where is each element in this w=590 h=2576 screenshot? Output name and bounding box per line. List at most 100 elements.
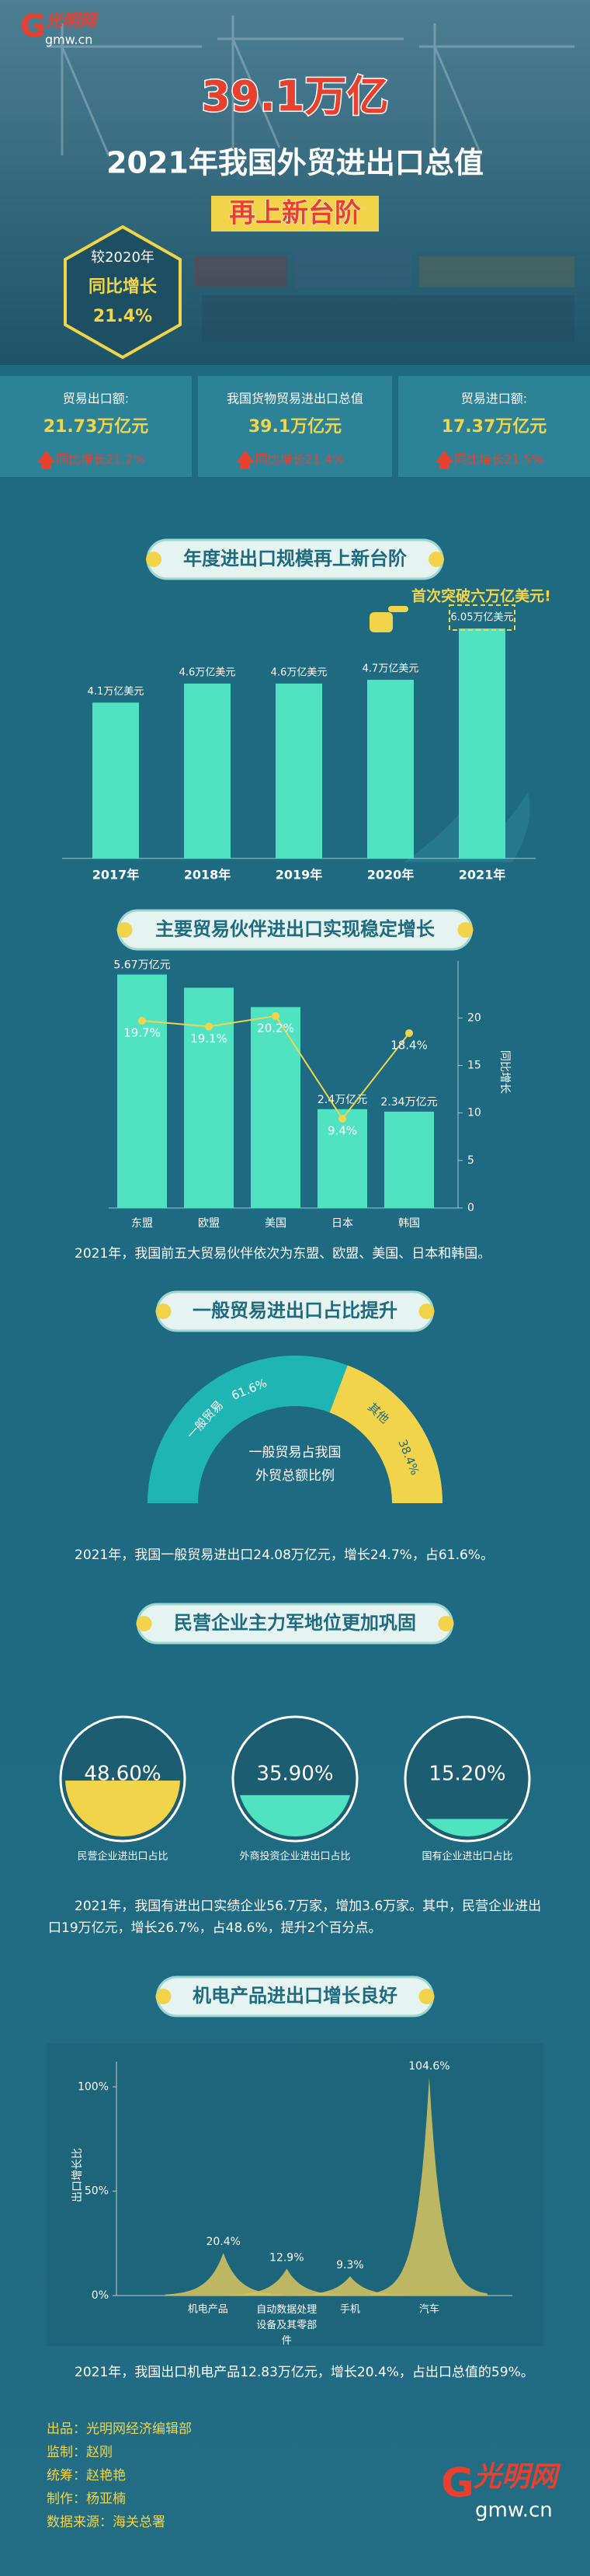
fill-level [238,1794,352,1836]
credit: 制作：杨亚楠 [47,2491,126,2507]
summary-label: 我国货物贸易进出口总值 [227,392,363,406]
up-arrow [435,451,454,469]
y2-tick-label: 15 [467,1060,481,1072]
logo-mark: 光明网 [44,12,99,31]
y2-tick-label: 0 [467,1202,474,1214]
highlight-box [449,604,515,631]
bar [184,987,234,1208]
line-point [138,1017,146,1025]
x-tick-label: 2017年 [92,868,140,882]
heading-dot [155,1989,172,2004]
badge-hexagon [64,225,182,360]
x-tick-label: 2020年 [367,868,415,882]
y-tick-label: 50% [85,2185,109,2198]
value-label: 20.2% [257,1021,294,1035]
peak [370,2076,488,2296]
line-point [338,1115,346,1123]
value-label: 5.67万亿元 [113,959,170,971]
value-label: 18.4% [390,1038,428,1052]
center-text: 外贸总额比例 [255,1468,335,1484]
summary-change: 同比增长21.2% [56,452,145,467]
section-title: 一般贸易进出口占比提升 [193,1300,397,1321]
value-label: 12.9% [269,2251,304,2264]
value-label: 9.4% [328,1124,357,1138]
caption: 2021年，我国出口机电产品12.83万亿元，增长20.4%，占出口总值的59%… [75,2365,534,2380]
subtitle-band [211,196,379,231]
x-tick-label: 2018年 [184,868,231,882]
logo-mark: 光明网 [474,2461,561,2493]
up-arrow [36,451,56,469]
heading-dot [429,552,444,567]
value-label: 4.6万亿美元 [179,667,236,678]
donut-segment [148,1356,348,1503]
bar [92,702,139,858]
logo-domain: gmw.cn [475,2499,553,2522]
heading-dot [457,922,474,938]
bar [117,974,167,1208]
summary-value: 17.37万亿元 [442,417,547,437]
heading-dot [116,922,133,938]
badge-text: 同比增长 [88,277,158,297]
heading-dot [418,1989,435,2004]
x-tick-label: 机电产品 [188,2304,228,2316]
credit: 统筹：赵艳艳 [47,2468,126,2484]
logo-domain: gmw.cn [45,33,92,47]
category-label: 民营企业进出口占比 [77,1850,168,1863]
x-tick-label: 日本 [331,1217,353,1230]
value-label: 15.20% [429,1763,505,1786]
value-label: 6.05万亿美元 [451,612,514,624]
section-title: 机电产品进出口增长良好 [193,1985,397,2007]
summary-label: 贸易出口额: [63,392,129,406]
section-title: 年度进出口规模再上新台阶 [183,548,407,569]
x-tick-label: 韩国 [398,1217,420,1230]
x-tick-label: 2021年 [459,868,506,882]
section-title: 民营企业主力军地位更加巩固 [174,1612,416,1634]
x-tick-label: 自动数据处理设备及其零部件 [256,2304,317,2347]
bar [367,680,414,858]
credit: 数据来源：海关总署 [47,2515,165,2530]
value-label: 2.34万亿元 [380,1096,437,1109]
summary-change: 同比增长21.5% [454,452,543,467]
center-text: 一般贸易占我国 [249,1445,342,1460]
value-label: 48.60% [84,1763,161,1786]
caption: 2021年，我国有进出口实绩企业56.7万家，增加3.6万家。其中，民营企业进出… [48,1899,542,1936]
plot-background [47,2043,543,2346]
value-label: 19.1% [190,1032,227,1046]
bar [184,683,231,858]
summary-box [198,376,392,477]
bar [384,1111,434,1208]
hand-icon [370,606,408,632]
logo-g: G [441,2460,474,2507]
badge-text: 21.4% [93,307,152,326]
y2-axis-label: 同比增长 [498,1050,511,1094]
bar [251,1007,300,1208]
logo-g: G [20,9,46,44]
caption: 2021年，我国前五大贸易伙伴依次为东盟、欧盟、美国、日本和韩国。 [75,1246,491,1262]
line-point [272,1011,279,1020]
caption: 2021年，我国一般贸易进出口24.08万亿元，增长24.7%，占61.6%。 [75,1547,494,1563]
y2-tick-label: 20 [467,1011,481,1024]
peak [291,2276,408,2296]
summary-value: 39.1万亿元 [248,417,342,437]
x-tick-label: 手机 [340,2304,360,2316]
header-subtitle: 再上新台阶 [229,198,361,229]
peak [228,2268,345,2296]
y-tick-label: 100% [78,2080,109,2093]
x-tick-label: 2019年 [276,868,323,882]
category-label: 国有企业进出口占比 [422,1850,512,1863]
value-label: 20.4% [206,2236,240,2248]
x-tick-label: 汽车 [419,2303,439,2316]
y-tick-label: 0% [92,2289,109,2302]
x-tick-label: 美国 [265,1217,286,1230]
line-point [205,1022,213,1031]
peak [165,2253,282,2296]
category-label: 外商投资企业进出口占比 [239,1850,350,1863]
annotation: 首次突破六万亿美元! [411,587,551,605]
credit: 出品：光明网经济编辑部 [47,2421,192,2437]
summary-label: 贸易进口额: [461,392,527,406]
section-title: 主要贸易伙伴进出口实现稳定增长 [155,918,436,940]
headline: 39.1万亿 [201,72,388,121]
x-tick-label: 东盟 [131,1217,153,1230]
